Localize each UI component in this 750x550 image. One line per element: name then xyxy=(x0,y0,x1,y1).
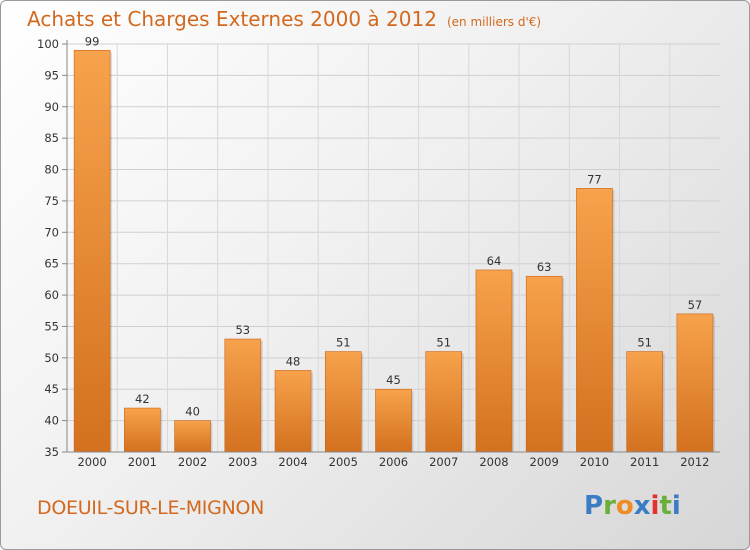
bar-value-label: 51 xyxy=(336,336,351,350)
chart-title-text: Achats et Charges Externes 2000 à 2012 xyxy=(27,7,437,31)
bar-value-label: 53 xyxy=(235,323,250,337)
y-tick-label: 85 xyxy=(44,131,59,145)
logo-letter: i xyxy=(650,491,660,521)
x-tick-label: 2010 xyxy=(580,455,609,469)
y-tick-label: 100 xyxy=(37,37,59,51)
bar-value-label: 63 xyxy=(537,260,552,274)
bar-value-label: 64 xyxy=(487,254,502,268)
x-tick-label: 2003 xyxy=(228,455,257,469)
bar xyxy=(174,420,211,453)
y-tick-label: 75 xyxy=(44,194,59,208)
logo-letter: P xyxy=(584,491,604,521)
bar xyxy=(425,351,463,453)
bar xyxy=(73,49,111,453)
bar-value-label: 40 xyxy=(185,405,200,419)
bar xyxy=(274,370,312,453)
x-tick-label: 2012 xyxy=(680,455,709,469)
bar xyxy=(224,338,262,453)
axes: 35 40 45 50 55 60 65 70 75 80 85 90 95 100 2000 2001 200… xyxy=(37,37,720,469)
bar xyxy=(324,351,362,453)
x-tick-label: 2002 xyxy=(178,455,207,469)
y-tick-label: 80 xyxy=(44,163,59,177)
y-tick-label: 55 xyxy=(44,319,59,333)
bar-value-label: 99 xyxy=(85,34,100,48)
x-tick-label: 2004 xyxy=(278,455,307,469)
y-tick-label: 65 xyxy=(44,257,59,271)
x-tick-label: 2007 xyxy=(429,455,458,469)
logo-letter: o xyxy=(615,491,634,521)
chart-title: Achats et Charges Externes 2000 à 2012 (e… xyxy=(27,7,541,31)
y-tick-label: 70 xyxy=(44,225,59,239)
bar xyxy=(676,313,714,453)
proxiti-logo: Proxiti xyxy=(584,491,681,521)
x-tick-label: 2000 xyxy=(77,455,106,469)
x-tick-label: 2005 xyxy=(329,455,358,469)
bar xyxy=(375,388,412,453)
bar-value-label: 51 xyxy=(436,336,451,350)
bar xyxy=(124,407,161,453)
bar-value-label: 51 xyxy=(637,336,652,350)
y-tick-label: 95 xyxy=(44,68,59,82)
x-tick-label: 2011 xyxy=(630,455,659,469)
bar-value-label: 45 xyxy=(386,373,401,387)
commune-name: DOEUIL-SUR-LE-MIGNON xyxy=(37,497,265,519)
bar-value-label: 77 xyxy=(587,172,602,186)
bar xyxy=(525,275,563,453)
bars: 99 42 40 53 48 51 45 51 64 63 77 51 57 xyxy=(73,34,715,453)
y-tick-label: 90 xyxy=(44,100,59,114)
y-tick-label: 35 xyxy=(44,445,59,459)
logo-letter: x xyxy=(633,491,651,521)
bar-value-label: 42 xyxy=(135,392,150,406)
logo-letter: t xyxy=(659,491,672,521)
y-tick-label: 50 xyxy=(44,351,59,365)
x-tick-label: 2008 xyxy=(479,455,508,469)
bar xyxy=(626,351,663,453)
bar xyxy=(475,269,513,453)
bar xyxy=(576,188,613,453)
y-tick-label: 40 xyxy=(44,414,59,428)
x-tick-label: 2006 xyxy=(379,455,408,469)
bar-value-label: 57 xyxy=(688,298,703,312)
x-tick-label: 2001 xyxy=(128,455,157,469)
logo-letter: i xyxy=(671,491,681,521)
chart-subtitle: (en milliers d'€) xyxy=(446,15,542,29)
bar-value-label: 48 xyxy=(286,354,301,368)
logo-letter: r xyxy=(603,491,616,521)
x-tick-label: 2009 xyxy=(530,455,559,469)
y-tick-label: 60 xyxy=(44,288,59,302)
y-tick-label: 45 xyxy=(44,382,59,396)
